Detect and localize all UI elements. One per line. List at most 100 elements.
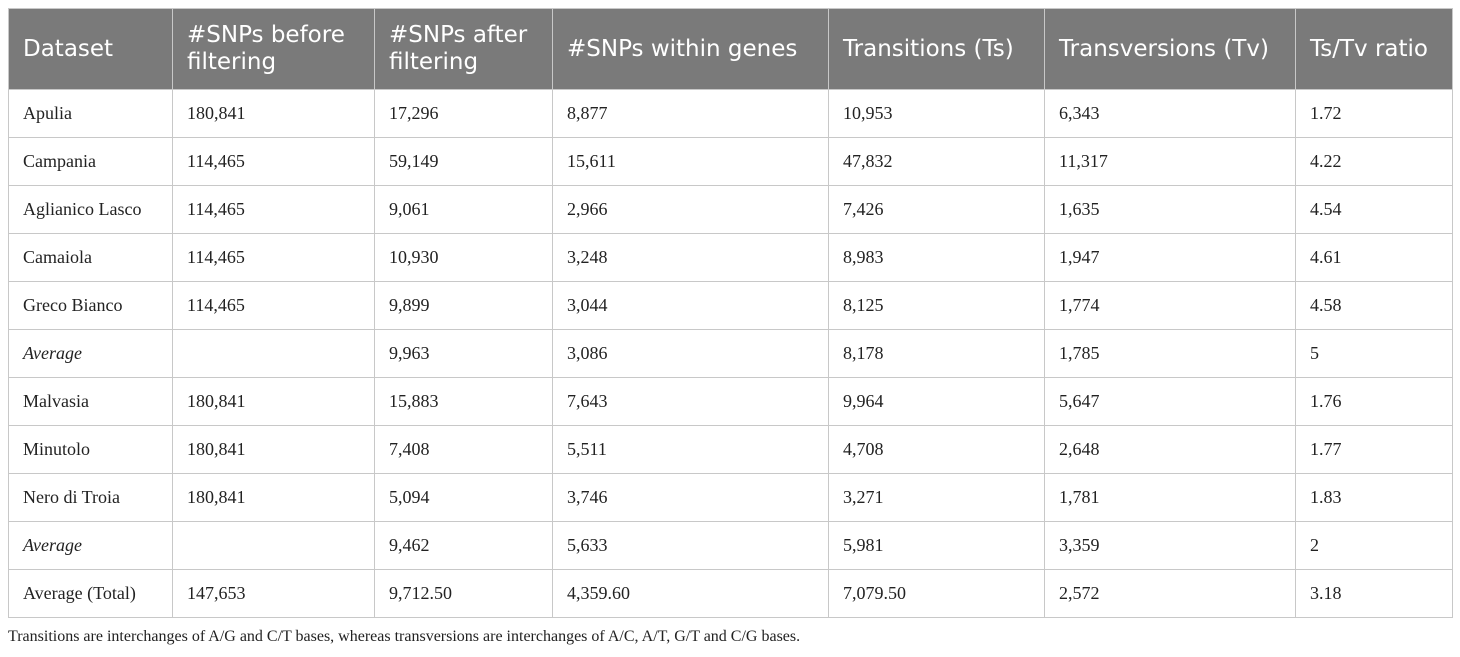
cell-transversions: 5,647	[1044, 377, 1296, 426]
cell-ts-tv-ratio: 4.58	[1295, 281, 1453, 330]
cell-snps-within-genes: 5,511	[552, 425, 829, 474]
cell-snps-within-genes: 15,611	[552, 137, 829, 186]
cell-snps-before: 114,465	[172, 233, 375, 282]
cell-snps-after: 15,883	[374, 377, 553, 426]
cell-snps-within-genes: 7,643	[552, 377, 829, 426]
cell-snps-within-genes: 8,877	[552, 89, 829, 138]
cell-transversions: 3,359	[1044, 521, 1296, 570]
cell-snps-before: 180,841	[172, 89, 375, 138]
cell-transitions: 3,271	[828, 473, 1045, 522]
table-row: Average 9,462 5,633 5,981 3,359 2	[8, 521, 1453, 570]
cell-snps-within-genes: 3,746	[552, 473, 829, 522]
cell-snps-after: 17,296	[374, 89, 553, 138]
cell-snps-before: 180,841	[172, 377, 375, 426]
cell-transversions: 1,781	[1044, 473, 1296, 522]
cell-snps-after: 7,408	[374, 425, 553, 474]
cell-transitions: 7,079.50	[828, 569, 1045, 618]
cell-transitions: 8,125	[828, 281, 1045, 330]
cell-snps-before	[172, 329, 375, 378]
cell-ts-tv-ratio: 4.54	[1295, 185, 1453, 234]
cell-transitions: 8,983	[828, 233, 1045, 282]
table-row: Aglianico Lasco 114,465 9,061 2,966 7,426 1,6…	[8, 185, 1453, 234]
cell-transitions: 5,981	[828, 521, 1045, 570]
header-transitions: Transitions (Ts)	[828, 8, 1045, 90]
cell-dataset: Greco Bianco	[8, 281, 173, 330]
header-ts-tv-ratio: Ts/Tv ratio	[1295, 8, 1453, 90]
cell-snps-before: 147,653	[172, 569, 375, 618]
cell-transitions: 7,426	[828, 185, 1045, 234]
cell-snps-before: 180,841	[172, 473, 375, 522]
cell-transitions: 4,708	[828, 425, 1045, 474]
cell-snps-within-genes: 3,086	[552, 329, 829, 378]
cell-transversions: 6,343	[1044, 89, 1296, 138]
cell-transitions: 8,178	[828, 329, 1045, 378]
table-row: Minutolo 180,841 7,408 5,511 4,708 2,648 1.77	[8, 425, 1453, 474]
cell-dataset: Campania	[8, 137, 173, 186]
cell-snps-after: 10,930	[374, 233, 553, 282]
cell-ts-tv-ratio: 4.61	[1295, 233, 1453, 282]
cell-transversions: 1,947	[1044, 233, 1296, 282]
cell-transversions: 1,785	[1044, 329, 1296, 378]
cell-dataset: Average	[8, 521, 173, 570]
cell-ts-tv-ratio: 5	[1295, 329, 1453, 378]
cell-transitions: 9,964	[828, 377, 1045, 426]
cell-snps-before	[172, 521, 375, 570]
cell-dataset: Average	[8, 329, 173, 378]
table-row: Nero di Troia 180,841 5,094 3,746 3,271 1,781…	[8, 473, 1453, 522]
table-row: Greco Bianco 114,465 9,899 3,044 8,125 1,774 4…	[8, 281, 1453, 330]
table-row: Campania 114,465 59,149 15,611 47,832 11,317 4…	[8, 137, 1453, 186]
cell-snps-before: 114,465	[172, 137, 375, 186]
cell-transitions: 47,832	[828, 137, 1045, 186]
snp-table: Dataset #SNPs before filtering #SNPs aft…	[8, 8, 1453, 618]
cell-snps-after: 59,149	[374, 137, 553, 186]
cell-dataset: Apulia	[8, 89, 173, 138]
header-snps-after: #SNPs after filtering	[374, 8, 553, 90]
cell-ts-tv-ratio: 1.72	[1295, 89, 1453, 138]
cell-ts-tv-ratio: 3.18	[1295, 569, 1453, 618]
cell-snps-within-genes: 5,633	[552, 521, 829, 570]
table-row: Malvasia 180,841 15,883 7,643 9,964 5,647 1.76	[8, 377, 1453, 426]
cell-snps-within-genes: 2,966	[552, 185, 829, 234]
header-transversions: Transversions (Tv)	[1044, 8, 1296, 90]
cell-snps-within-genes: 3,044	[552, 281, 829, 330]
table-body: Apulia 180,841 17,296 8,877 10,953 6,343 1.72 C…	[8, 89, 1453, 618]
cell-snps-before: 114,465	[172, 185, 375, 234]
table-container: Dataset #SNPs before filtering #SNPs aft…	[8, 8, 1453, 618]
cell-dataset: Minutolo	[8, 425, 173, 474]
table-row: Average 9,963 3,086 8,178 1,785 5	[8, 329, 1453, 378]
cell-transversions: 1,774	[1044, 281, 1296, 330]
cell-snps-after: 9,462	[374, 521, 553, 570]
table-row: Average (Total) 147,653 9,712.50 4,359.60 7,…	[8, 569, 1453, 618]
header-snps-within-genes: #SNPs within genes	[552, 8, 829, 90]
header-snps-before: #SNPs before filtering	[172, 8, 375, 90]
cell-dataset: Average (Total)	[8, 569, 173, 618]
header-dataset: Dataset	[8, 8, 173, 90]
cell-ts-tv-ratio: 1.76	[1295, 377, 1453, 426]
cell-snps-after: 9,963	[374, 329, 553, 378]
table-row: Camaiola 114,465 10,930 3,248 8,983 1,947 4.61	[8, 233, 1453, 282]
cell-transitions: 10,953	[828, 89, 1045, 138]
cell-dataset: Camaiola	[8, 233, 173, 282]
cell-transversions: 11,317	[1044, 137, 1296, 186]
cell-ts-tv-ratio: 2	[1295, 521, 1453, 570]
cell-snps-after: 9,061	[374, 185, 553, 234]
cell-snps-before: 114,465	[172, 281, 375, 330]
cell-ts-tv-ratio: 4.22	[1295, 137, 1453, 186]
cell-snps-before: 180,841	[172, 425, 375, 474]
cell-ts-tv-ratio: 1.83	[1295, 473, 1453, 522]
cell-ts-tv-ratio: 1.77	[1295, 425, 1453, 474]
cell-transversions: 2,648	[1044, 425, 1296, 474]
cell-dataset: Malvasia	[8, 377, 173, 426]
cell-transversions: 1,635	[1044, 185, 1296, 234]
cell-snps-after: 5,094	[374, 473, 553, 522]
table-row: Apulia 180,841 17,296 8,877 10,953 6,343 1.72	[8, 89, 1453, 138]
header-row: Dataset #SNPs before filtering #SNPs aft…	[8, 8, 1453, 90]
cell-dataset: Aglianico Lasco	[8, 185, 173, 234]
cell-dataset: Nero di Troia	[8, 473, 173, 522]
table-footnote: Transitions are interchanges of A/G and …	[8, 628, 801, 645]
cell-snps-within-genes: 3,248	[552, 233, 829, 282]
cell-snps-within-genes: 4,359.60	[552, 569, 829, 618]
cell-snps-after: 9,899	[374, 281, 553, 330]
cell-transversions: 2,572	[1044, 569, 1296, 618]
cell-snps-after: 9,712.50	[374, 569, 553, 618]
